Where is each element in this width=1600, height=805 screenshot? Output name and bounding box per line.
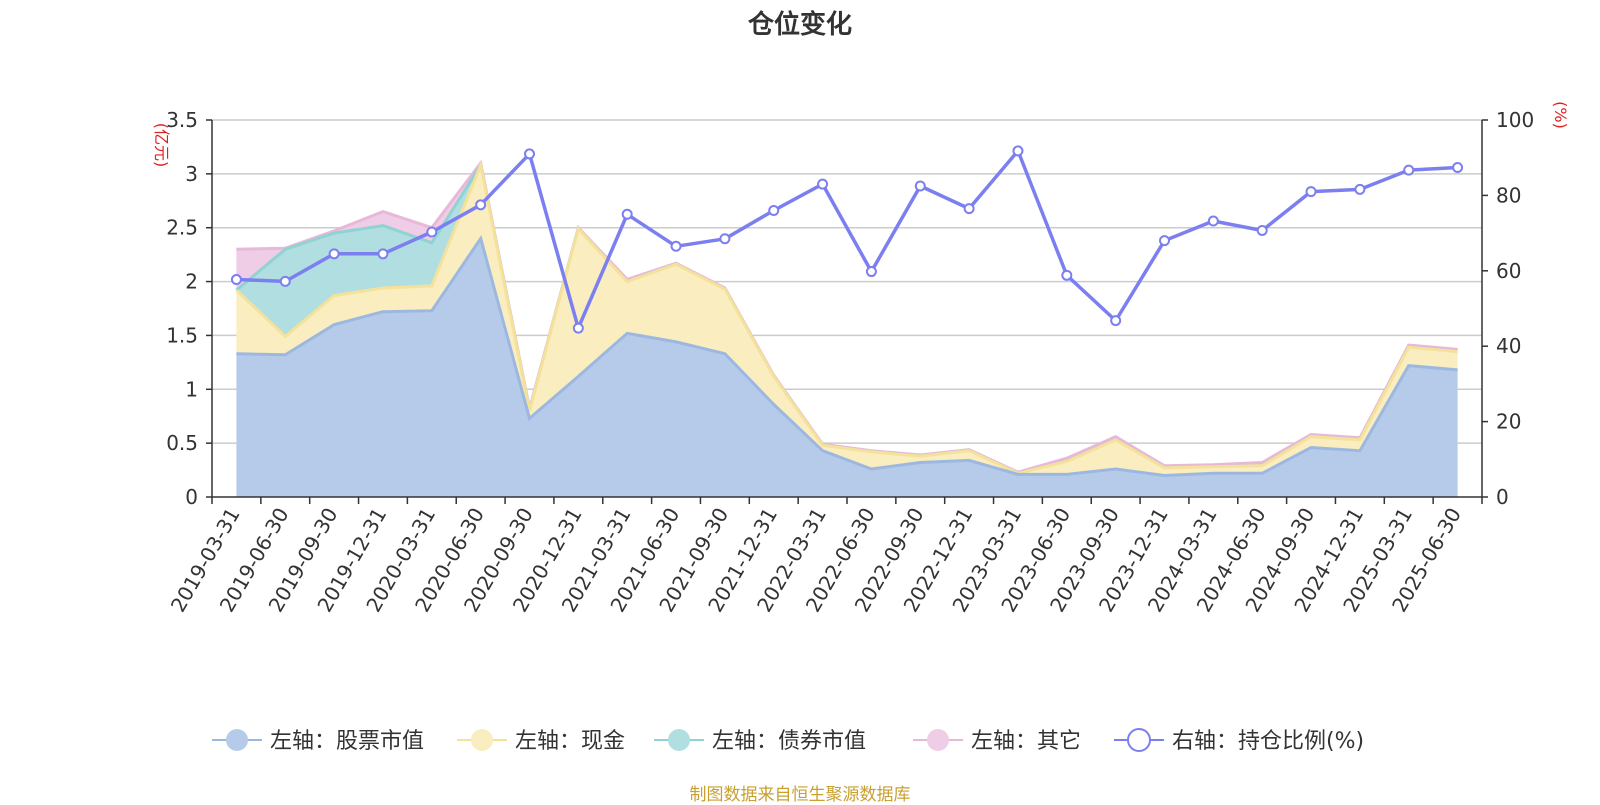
legend-item-label: 左轴：现金: [515, 729, 625, 754]
area-1: [236, 165, 1458, 476]
position-ratio-point: [1110, 315, 1122, 327]
position-ratio-point: [572, 322, 584, 334]
position-ratio-point: [1403, 164, 1415, 176]
position-ratio-point: [719, 233, 731, 245]
left-axis-tick-label: 0.5: [166, 431, 198, 455]
area-line-0: [236, 234, 1458, 478]
left-axis-tick-label: 1.5: [166, 323, 198, 347]
legend-swatch-marker: [1127, 728, 1151, 752]
right-axis-tick-label: 60: [1496, 259, 1521, 283]
position-ratio-point: [1061, 269, 1073, 281]
left-axis-tick-label: 2.5: [166, 216, 198, 240]
data-source-note: 制图数据来自恒生聚源数据库: [689, 785, 911, 805]
left-axis-tick-label: 2: [185, 270, 198, 294]
position-ratio-point: [377, 248, 389, 260]
position-ratio-point: [1159, 235, 1170, 247]
left-axis-tick-label: 0: [185, 485, 198, 509]
legend-item-label: 左轴：其它: [971, 729, 1081, 754]
position-ratio-point: [914, 180, 926, 192]
position-ratio-point: [524, 148, 535, 160]
position-ratio-point: [328, 248, 340, 260]
area-line-1: [235, 159, 1458, 475]
chart-title: 仓位变化: [747, 10, 852, 40]
position-ratio-line: [236, 149, 1458, 330]
position-ratio-point: [621, 208, 633, 220]
right-axis-tick-label: 40: [1496, 334, 1521, 358]
legend-swatch-marker: [471, 729, 493, 751]
position-ratio-point: [230, 273, 242, 285]
area-0: [236, 238, 1458, 497]
position-ratio-point: [279, 275, 291, 287]
position-ratio-point: [1012, 145, 1024, 157]
position-ratio-point: [426, 226, 438, 238]
position-ratio-point: [1354, 183, 1366, 195]
position-ratio-point: [865, 266, 877, 278]
left-axis-tick-label: 1: [185, 377, 198, 401]
position-ratio-point: [670, 240, 682, 252]
right-axis-unit: (%): [1551, 101, 1570, 129]
right-axis-tick-label: 0: [1496, 485, 1509, 509]
position-ratio-point: [963, 203, 975, 215]
legend-item-label: 左轴：股票市值: [270, 729, 424, 754]
position-ratio-point: [1256, 224, 1268, 236]
left-axis-tick-label: 3: [185, 162, 198, 186]
position-ratio-point: [1305, 186, 1317, 198]
position-ratio-point: [1207, 215, 1219, 227]
legend-item-label: 左轴：债券市值: [712, 729, 866, 754]
left-axis-unit: (亿元): [152, 123, 171, 168]
right-axis-tick-label: 80: [1496, 183, 1521, 207]
position-ratio-point: [475, 199, 487, 211]
position-ratio-point: [817, 178, 829, 190]
position-ratio-point: [1452, 162, 1464, 174]
legend-swatch-marker: [668, 729, 690, 751]
legend-swatch-marker: [226, 729, 248, 751]
right-axis-tick-label: 20: [1496, 410, 1521, 434]
legend-swatch-marker: [927, 729, 949, 751]
legend-item-label: 右轴：持仓比例(%): [1172, 729, 1364, 754]
right-axis-tick-label: 100: [1496, 108, 1534, 132]
left-axis-tick-label: 3.5: [166, 108, 198, 132]
position-ratio-point: [768, 204, 780, 216]
